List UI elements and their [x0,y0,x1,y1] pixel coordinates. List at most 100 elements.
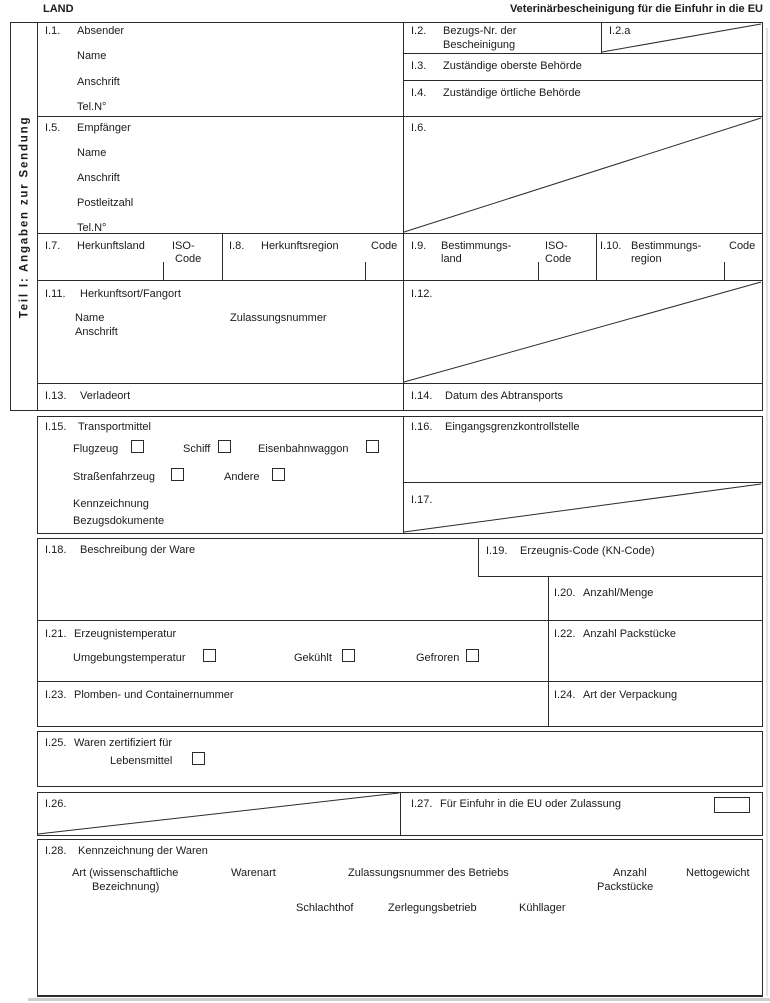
option-flugzeug-label: Flugzeug [73,443,119,455]
field-i15-bezugsdokumente: Bezugsdokumente [73,515,165,527]
grid-line [37,726,763,727]
grid-line [37,280,763,281]
field-i24-label: Art der Verpackung [583,689,678,701]
grid-line [403,22,404,411]
field-i10-number: I.10. [600,240,622,252]
option-eisenbahnwaggon-label: Eisenbahnwaggon [258,443,349,455]
grid-line [37,416,763,417]
field-i10-label-line2: region [631,253,662,265]
field-i3-number: I.3. [411,60,427,72]
grid-line [37,995,763,997]
field-i26-number: I.26. [45,798,67,810]
scan-shadow-right [766,28,768,996]
country-label: LAND [43,3,74,15]
field-i6-number: I.6. [411,122,427,134]
scan-shadow-bottom [28,998,770,1001]
grid-line [37,233,763,234]
field-i7-code-line2: Code [175,253,202,265]
grid-line [762,792,763,835]
checkbox-lebensmittel[interactable] [192,752,205,765]
field-i4-label: Zuständige örtliche Behörde [443,87,581,99]
field-i8-code: Code [371,240,398,252]
grid-line [601,22,602,53]
field-i5-number: I.5. [45,122,61,134]
grid-line [37,116,763,117]
field-i10-code: Code [729,240,756,252]
grid-line [403,53,762,54]
checkbox-eisenbahnwaggon[interactable] [366,440,379,453]
field-i4-number: I.4. [411,87,427,99]
i28-col-art-line1: Art (wissenschaftliche [72,867,179,879]
field-i8-label: Herkunftsregion [261,240,339,252]
field-i20-number: I.20. [554,587,576,599]
grid-line [37,731,38,786]
field-i1-line-name: Name [77,50,107,62]
checkbox-schiff[interactable] [218,440,231,453]
grid-line [762,839,763,996]
field-i1-label: Absender [77,25,125,37]
field-i5-line-anschrift: Anschrift [77,172,120,184]
grid-line [37,835,763,836]
i28-col-warenart: Warenart [231,867,276,879]
part1-label-box: Teil I: Angaben zur Sendung [10,22,38,411]
i26-strike-line [37,792,400,835]
option-andere-label: Andere [224,471,260,483]
field-i11-anschrift: Anschrift [75,326,118,338]
field-i22-label: Anzahl Packstücke [583,628,676,640]
field-i23-label: Plomben- und Containernummer [74,689,234,701]
i6-strike-line [403,117,762,233]
option-schiff-label: Schiff [183,443,211,455]
grid-line [37,533,763,534]
code-tick [724,262,725,280]
field-i25-number: I.25. [45,737,67,749]
grid-line [548,576,549,726]
field-i9-label-line1: Bestimmungs- [441,240,512,252]
field-i20-label: Anzahl/Menge [583,587,654,599]
i17-strike-line [403,483,762,533]
grid-line [37,538,763,539]
i28-col-anzahl-line1: Anzahl [613,867,647,879]
grid-line [762,538,763,726]
field-i1-line-anschrift: Anschrift [77,76,120,88]
field-i12-number: I.12. [411,288,433,300]
grid-line [403,416,404,533]
field-i2-label-line2: Bescheinigung [443,39,516,51]
grid-line [37,681,763,682]
grid-line [222,233,223,280]
checkbox-flugzeug[interactable] [131,440,144,453]
field-i18-number: I.18. [45,544,67,556]
field-i8-number: I.8. [229,240,245,252]
i28-sub-zerlegungsbetrieb: Zerlegungsbetrieb [388,902,477,914]
option-strassenfahrzeug-label: Straßenfahrzeug [73,471,155,483]
i12-strike-line [403,281,762,383]
grid-line [37,416,38,533]
part1-label: Teil I: Angaben zur Sendung [18,115,31,318]
field-i3-label: Zuständige oberste Behörde [443,60,582,72]
field-i28-label: Kennzeichnung der Waren [78,845,208,857]
checkbox-gefroren[interactable] [466,649,479,662]
grid-line [37,839,763,840]
grid-line [37,383,763,384]
grid-line [37,538,38,726]
code-tick [365,262,366,280]
field-i22-number: I.22. [554,628,576,640]
checkbox-strassenfahrzeug[interactable] [171,468,184,481]
field-i15-kennzeichnung: Kennzeichnung [73,498,149,510]
i27-entry-box[interactable] [714,797,750,813]
field-i16-label: Eingangsgrenzkontrollstelle [445,421,580,433]
field-i18-label: Beschreibung der Ware [80,544,196,556]
i28-col-nettogewicht: Nettogewicht [686,867,750,879]
field-i15-number: I.15. [45,421,67,433]
field-i5-line-name: Name [77,147,107,159]
field-i11-number: I.11. [45,288,66,300]
field-i13-number: I.13. [45,390,67,402]
grid-line [10,22,763,23]
field-i11-zulassungsnummer: Zulassungsnummer [230,312,327,324]
checkbox-umgebungstemperatur[interactable] [203,649,216,662]
field-i9-code-line1: ISO- [545,240,568,252]
field-i7-label: Herkunftsland [77,240,145,252]
checkbox-andere[interactable] [272,468,285,481]
field-i19-number: I.19. [486,545,508,557]
checkbox-gekuehlt[interactable] [342,649,355,662]
